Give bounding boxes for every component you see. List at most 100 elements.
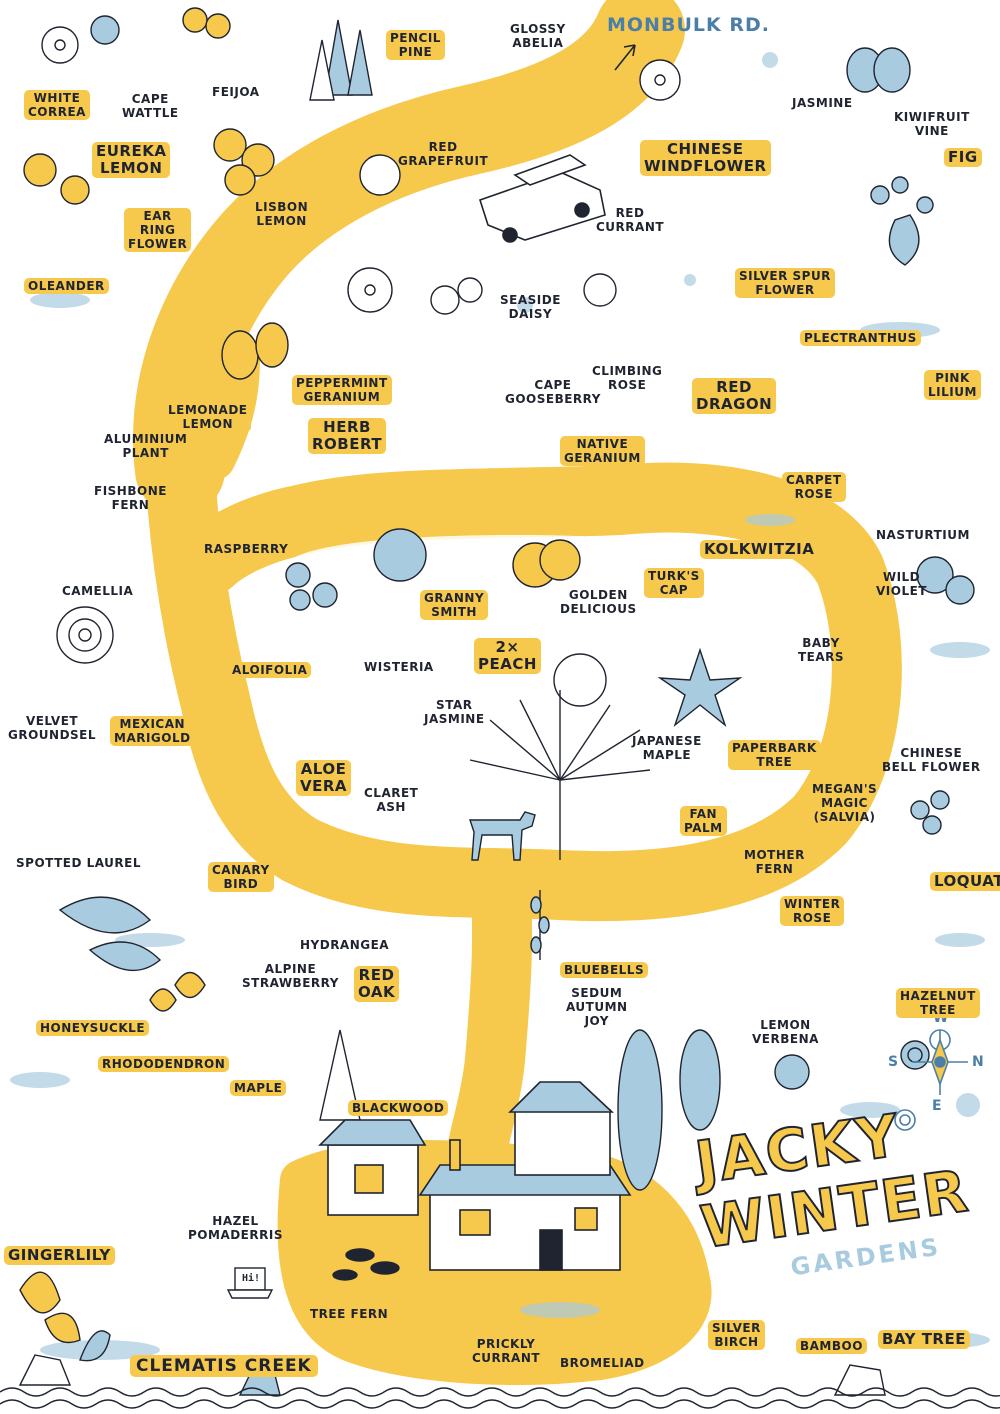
label-aluminium-plant: ALUMINIUM PLANT [104,432,188,460]
label-loquat: LOQUAT [930,872,1000,891]
label-blackwood: BLACKWOOD [348,1100,449,1116]
label-peppermint-geranium: PEPPERMINT GERANIUM [292,375,392,405]
label-jasmine: JASMINE [792,96,853,110]
label-turks-cap: TURK'S CAP [644,568,704,598]
pine-icon [309,19,373,101]
maple-leaf-icon [657,647,743,728]
label-gingerlily: GINGERLILY [4,1246,115,1265]
label-fan-palm: FAN PALM [680,806,727,836]
label-cape-gooseberry: CAPE GOOSEBERRY [505,378,601,406]
label-paperbark-tree: PAPERBARK TREE [728,740,821,770]
palm-icon [469,690,651,860]
label-aloifolia: ALOIFOLIA [228,662,312,678]
label-seaside-daisy: SEASIDE DAISY [500,293,561,321]
label-megans-magic: MEGAN'S MAGIC (SALVIA) [812,782,878,824]
label-mexican-marigold: MEXICAN MARIGOLD [110,716,195,746]
label-winter-rose: WINTER ROSE [780,896,845,926]
label-kolkwitzia: KOLKWITZIA [700,540,819,559]
laurel-icon [58,896,162,972]
label-bromeliad: BROMELIAD [560,1356,645,1370]
house-icon [318,1081,632,1271]
creek-waves [0,1387,1000,1409]
label-alpine-strawberry: ALPINE STRAWBERRY [242,962,339,990]
fern-icon [332,1248,400,1281]
violet-icon [916,556,975,605]
label-bay-tree: BAY TREE [878,1330,970,1349]
label-kiwifruit-vine: KIWIFRUIT VINE [894,110,970,138]
apple-icon [373,528,427,582]
label-chinese-windflower: CHINESE WINDFLOWER [640,140,771,176]
label-camellia: CAMELLIA [62,584,134,598]
label-lemon-verbena: LEMON VERBENA [752,1018,819,1046]
label-golden-delicious: GOLDEN DELICIOUS [560,588,637,616]
label-lisbon-lemon: LISBON LEMON [255,200,309,228]
label-native-geranium: NATIVE GERANIUM [560,436,645,466]
apple-icon [539,539,581,581]
label-pink-lilium: PINK LILIUM [924,370,981,400]
hazelnut-icon [900,1040,930,1070]
label-claret-ash: CLARET ASH [364,786,419,814]
label-spotted-laurel: SPOTTED LAUREL [16,856,142,870]
bluebell-icon [530,890,550,960]
label-herb-robert: HERB ROBERT [308,418,387,454]
grapefruit-icon [359,154,401,196]
creek-label: CLEMATIS CREEK [130,1355,318,1377]
label-wisteria: WISTERIA [364,660,434,674]
label-hazelnut-tree: HAZELNUT TREE [896,988,980,1018]
label-sedum-autumn-joy: SEDUM AUTUMN JOY [566,986,628,1028]
label-tree-fern: TREE FERN [306,1306,393,1322]
label-chinese-bell-flower: CHINESE BELL FLOWER [882,746,981,774]
label-wild-violet: WILD VIOLET [876,570,927,598]
compass-north: N [972,1054,984,1070]
label-ear-ring-flower: EAR RING FLOWER [124,208,192,252]
label-red-dragon: RED DRAGON [692,378,777,414]
label-peach: 2× PEACH [474,638,541,674]
lemon-icon [221,322,289,380]
label-mother-fern: MOTHER FERN [744,848,805,876]
bird-icon [79,1330,111,1362]
label-hydrangea: HYDRANGEA [300,938,390,952]
label-carpet-rose: CARPET ROSE [782,472,846,502]
label-glossy-abelia: GLOSSY ABELIA [510,22,566,50]
label-cape-wattle: CAPE WATTLE [122,92,179,120]
label-velvet-groundsel: VELVET GROUNDSEL [8,714,97,742]
label-bamboo: BAMBOO [796,1338,867,1354]
flower-icon [23,7,275,205]
flower-icon [347,59,681,315]
fig-icon [870,176,934,266]
peach-icon [553,653,607,707]
label-nasturtium: NASTURTIUM [876,528,970,542]
car-icon [479,154,606,243]
compass-icon [894,1029,968,1131]
label-red-currant: RED CURRANT [596,206,665,234]
label-hazel-pomaderris: HAZEL POMADERRIS [188,1214,283,1242]
label-honeysuckle: HONEYSUCKLE [36,1020,150,1036]
label-aloe-vera: ALOE VERA [296,760,352,796]
label-star-jasmine: STAR JASMINE [424,698,485,726]
road-label: MONBULK RD. [607,14,770,36]
bird-icon [774,1054,810,1090]
label-maple: MAPLE [230,1080,287,1096]
label-granny-smith: GRANNY SMITH [420,590,489,620]
label-fishbone-fern: FISHBONE FERN [94,484,167,512]
label-baby-tears: BABY TEARS [798,636,845,664]
label-silver-spur-flower: SILVER SPUR FLOWER [735,268,835,298]
loquat-icon [910,790,950,835]
compass-south: S [888,1054,899,1070]
label-rhododendron: RHODODENDRON [98,1056,230,1072]
strawberry-icon [149,971,206,1012]
compass-east: E [932,1098,942,1114]
label-eureka-lemon: EUREKA LEMON [92,142,171,178]
dog-icon [469,811,536,861]
tree-icon [319,1029,361,1121]
laptop-screen-text: Hi! [242,1273,261,1284]
tree-icon [617,1029,721,1191]
label-red-oak: RED OAK [354,966,400,1002]
label-prickly-currant: PRICKLY CURRANT [468,1336,545,1366]
label-white-correa: WHITE CORREA [24,90,90,120]
label-red-grapefruit: RED GRAPEFRUIT [398,140,489,168]
label-feijoa: FEIJOA [212,85,260,99]
camellia-icon [56,606,114,664]
label-pencil-pine: PENCIL PINE [386,30,445,60]
